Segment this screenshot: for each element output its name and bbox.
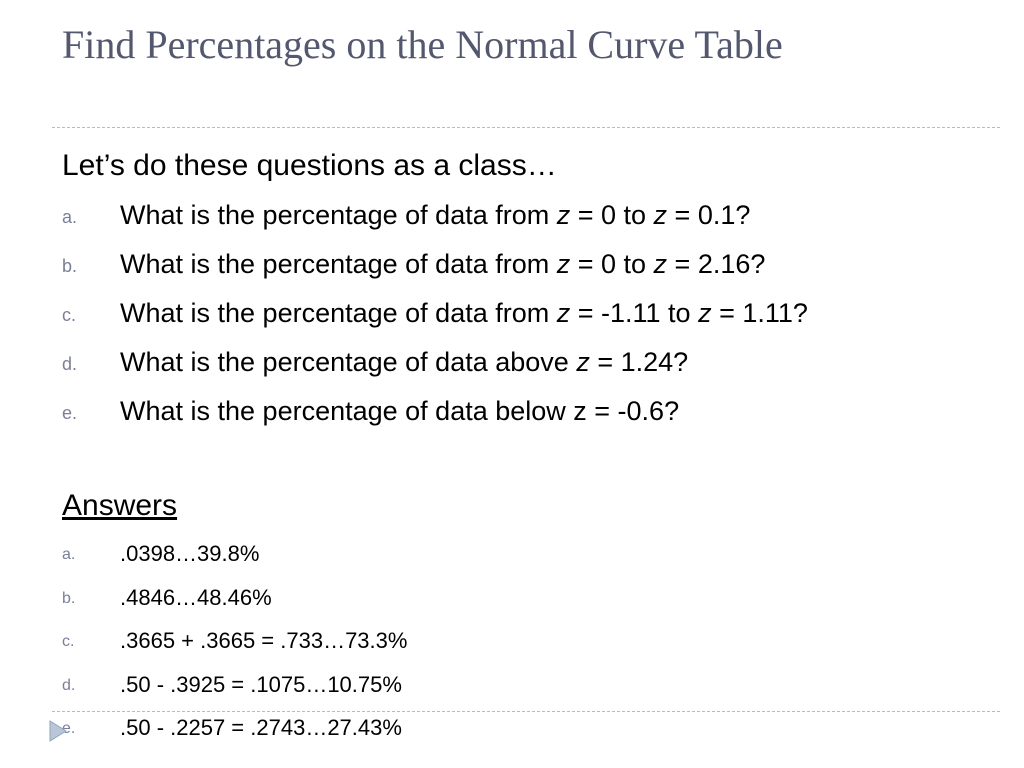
- question-item: d. What is the percentage of data above …: [62, 343, 942, 381]
- question-text: What is the percentage of data below z =…: [120, 396, 680, 426]
- list-marker: d.: [62, 354, 78, 374]
- play-triangle-icon: [49, 720, 67, 742]
- question-item: c. What is the percentage of data from z…: [62, 294, 942, 332]
- intro-text: Let’s do these questions as a class…: [62, 149, 557, 182]
- question-text: What is the percentage of data above z =…: [120, 347, 689, 377]
- list-marker: b.: [62, 589, 76, 607]
- list-marker: c.: [62, 633, 75, 650]
- answer-item: a. .0398…39.8%: [62, 536, 942, 572]
- slide-title: Find Percentages on the Normal Curve Tab…: [62, 22, 783, 67]
- answer-text: .4846…48.46%: [120, 584, 272, 610]
- list-marker: d.: [62, 676, 76, 694]
- question-text: What is the percentage of data from z = …: [120, 200, 751, 230]
- footer-divider: [52, 711, 1000, 712]
- answer-text: .50 - .2257 = .2743…27.43%: [120, 715, 402, 740]
- answer-text: .3665 + .3665 = .733…73.3%: [120, 628, 408, 653]
- question-item: b. What is the percentage of data from z…: [62, 245, 942, 283]
- answer-text: .0398…39.8%: [120, 541, 260, 566]
- title-divider: [52, 127, 1000, 128]
- question-text: What is the percentage of data from z = …: [120, 298, 808, 328]
- question-text: What is the percentage of data from z = …: [120, 249, 766, 279]
- answer-item: d. .50 - .3925 = .1075…10.75%: [62, 667, 942, 703]
- answers-heading: Answers: [62, 489, 178, 522]
- question-item: e. What is the percentage of data below …: [62, 392, 942, 430]
- answer-list: a. .0398…39.8% b. .4846…48.46% c. .3665 …: [62, 536, 942, 754]
- answer-item: e. .50 - .2257 = .2743…27.43%: [62, 710, 942, 746]
- list-marker: e.: [62, 720, 76, 737]
- answer-text: .50 - .3925 = .1075…10.75%: [120, 671, 402, 697]
- list-marker: b.: [62, 256, 78, 276]
- question-item: a. What is the percentage of data from z…: [62, 196, 942, 234]
- question-list: a. What is the percentage of data from z…: [62, 196, 942, 441]
- answer-item: c. .3665 + .3665 = .733…73.3%: [62, 623, 942, 659]
- answer-item: b. .4846…48.46%: [62, 580, 942, 616]
- list-marker: a.: [62, 546, 76, 563]
- list-marker: a.: [62, 207, 78, 227]
- list-marker: e.: [62, 403, 78, 423]
- list-marker: c.: [62, 305, 77, 325]
